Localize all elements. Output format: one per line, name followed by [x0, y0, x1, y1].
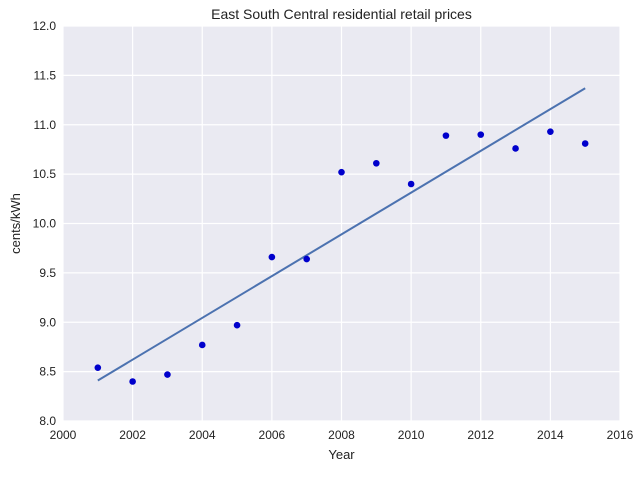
y-tick-label: 9.0 [39, 315, 56, 329]
x-tick-label: 2014 [537, 428, 564, 442]
x-axis-label: Year [328, 447, 355, 462]
data-point [581, 140, 589, 147]
x-tick-label: 2004 [189, 428, 216, 442]
x-tick-label: 2010 [398, 428, 425, 442]
x-tick-label: 2000 [50, 428, 77, 442]
data-point [477, 131, 485, 138]
x-tick-label: 2008 [328, 428, 355, 442]
data-point [338, 168, 345, 176]
data-point [407, 180, 415, 188]
y-tick-label: 11.0 [34, 118, 57, 132]
x-tick-label: 2016 [607, 428, 634, 442]
y-tick-label: 8.5 [39, 365, 56, 379]
x-tick-label: 2002 [119, 428, 146, 442]
y-tick-label: 10.5 [33, 167, 57, 181]
y-tick-label: 8.0 [39, 414, 56, 428]
y-axis-label: cents/kWh [8, 193, 23, 254]
trend-line [97, 87, 586, 382]
data-point [303, 255, 310, 263]
y-tick-label: 11.5 [34, 68, 57, 82]
y-tick-label: 10.0 [33, 217, 57, 231]
x-tick-label: 2012 [467, 428, 494, 442]
x-tick-label: 2006 [259, 428, 286, 442]
data-point [198, 341, 206, 349]
data-point [164, 371, 171, 378]
data-point [129, 378, 136, 385]
data-point [512, 145, 519, 152]
data-point [442, 132, 450, 139]
data-point [94, 364, 102, 371]
data-point [373, 159, 380, 167]
data-point [233, 321, 241, 329]
y-tick-label: 9.5 [39, 266, 56, 280]
tick-labels: 2000 2002 2004 2006 2008 2010 2012 2014 2016 8.0 8… [33, 19, 634, 442]
y-tick-label: 12.0 [33, 19, 57, 33]
data-point [268, 253, 276, 261]
marks [94, 87, 589, 385]
chart-title: East South Central residential retail pr… [211, 6, 472, 22]
data-point [547, 128, 554, 135]
